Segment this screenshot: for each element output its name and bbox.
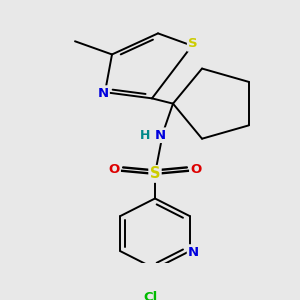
Text: H: H bbox=[140, 129, 150, 142]
Text: Cl: Cl bbox=[143, 291, 157, 300]
Text: N: N bbox=[154, 129, 166, 142]
Text: O: O bbox=[190, 163, 202, 176]
Text: N: N bbox=[98, 87, 109, 100]
Text: N: N bbox=[188, 246, 199, 259]
Text: S: S bbox=[188, 38, 198, 50]
Text: S: S bbox=[150, 167, 160, 182]
Text: O: O bbox=[108, 163, 120, 176]
